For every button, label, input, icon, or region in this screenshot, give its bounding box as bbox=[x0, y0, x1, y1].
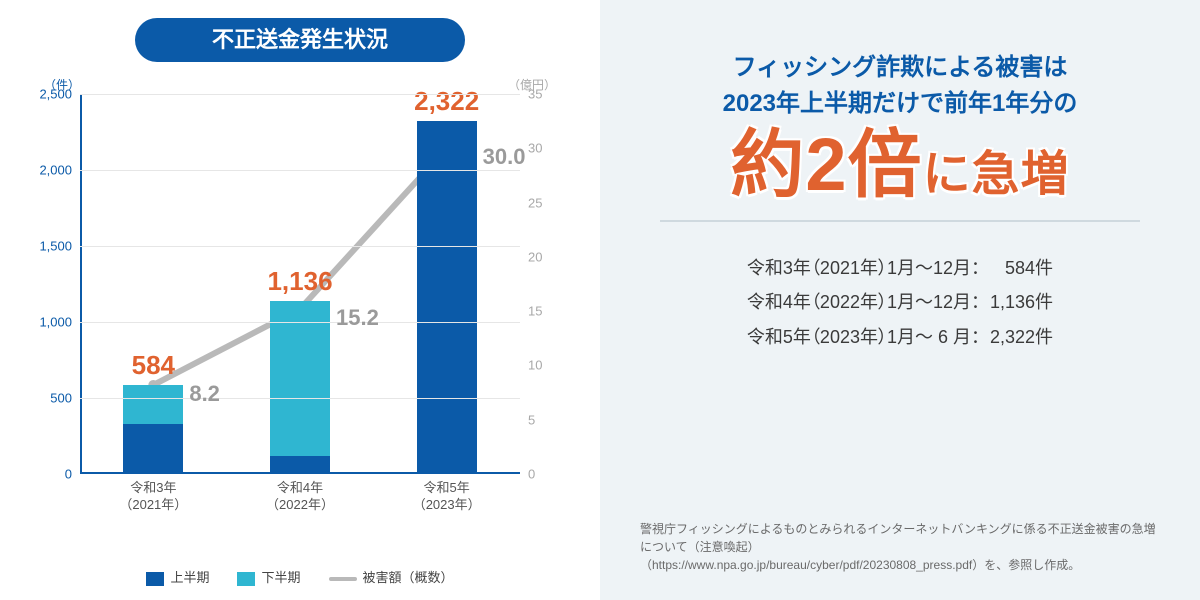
stats-row: 令和3年（2021年）1月〜12月：584件 bbox=[747, 252, 1053, 284]
y-right-tick: 0 bbox=[520, 467, 535, 482]
category-label: 令和4年（2022年） bbox=[266, 474, 334, 514]
stats-table: 令和3年（2021年）1月〜12月：584件令和4年（2022年）1月〜12月：… bbox=[745, 250, 1055, 355]
stats-row: 令和5年（2023年）1月〜 6 月：2,322件 bbox=[747, 321, 1053, 353]
headline-underline bbox=[660, 220, 1140, 222]
y-left-tick: 2,000 bbox=[39, 163, 80, 178]
y-left-tick: 2,500 bbox=[39, 87, 80, 102]
y-left-tick: 500 bbox=[50, 391, 80, 406]
y-left-tick: 0 bbox=[65, 467, 80, 482]
chart-title-badge: 不正送金発生状況 bbox=[135, 18, 465, 62]
y-left-tick: 1,000 bbox=[39, 315, 80, 330]
y-right-tick: 10 bbox=[520, 358, 542, 373]
bar-value-label: 2,322 bbox=[414, 86, 479, 117]
stats-row: 令和4年（2022年）1月〜12月：1,136件 bbox=[747, 286, 1053, 318]
line-point-label: 8.2 bbox=[189, 381, 220, 407]
summary-panel: フィッシング詐欺による被害は2023年上半期だけで前年1年分の 約2倍に急増 令… bbox=[600, 0, 1200, 600]
bar-group: 1,136 bbox=[270, 301, 330, 474]
y-left-tick: 1,500 bbox=[39, 239, 80, 254]
legend-line: 被害額（概数） bbox=[329, 567, 454, 586]
chart-plot-area: 5841,1362,322 05001,0001,5002,0002,50005… bbox=[80, 94, 520, 474]
legend-second-half: 下半期 bbox=[237, 567, 300, 586]
y-right-tick: 35 bbox=[520, 87, 542, 102]
line-point-label: 15.2 bbox=[336, 305, 379, 331]
legend-first-half: 上半期 bbox=[146, 567, 209, 586]
y-right-tick: 5 bbox=[520, 412, 535, 427]
y-right-tick: 25 bbox=[520, 195, 542, 210]
summary-headline: 約2倍に急増 bbox=[640, 128, 1160, 202]
summary-lead: フィッシング詐欺による被害は2023年上半期だけで前年1年分の bbox=[640, 50, 1160, 122]
chart-panel: 不正送金発生状況 （件） （億円） 5841,1362,322 05001,00… bbox=[0, 0, 600, 600]
y-right-tick: 15 bbox=[520, 304, 542, 319]
y-right-tick: 20 bbox=[520, 249, 542, 264]
line-point-label: 30.0 bbox=[483, 144, 526, 170]
source-note: 警視庁フィッシングによるものとみられるインターネットバンキングに係る不正送金被害… bbox=[640, 520, 1160, 574]
bar-group: 2,322 bbox=[417, 121, 477, 474]
category-label: 令和3年（2021年） bbox=[119, 474, 187, 514]
headline-tail: に急増 bbox=[923, 151, 1070, 199]
bars-layer: 584 1,136 2,322 bbox=[80, 94, 520, 474]
category-label: 令和5年（2023年） bbox=[413, 474, 481, 514]
chart-legend: 上半期 下半期 被害額（概数） bbox=[0, 567, 600, 586]
headline-main: 約2倍 bbox=[730, 128, 922, 202]
bar-value-label: 1,136 bbox=[267, 266, 332, 297]
bar-value-label: 584 bbox=[132, 350, 175, 381]
